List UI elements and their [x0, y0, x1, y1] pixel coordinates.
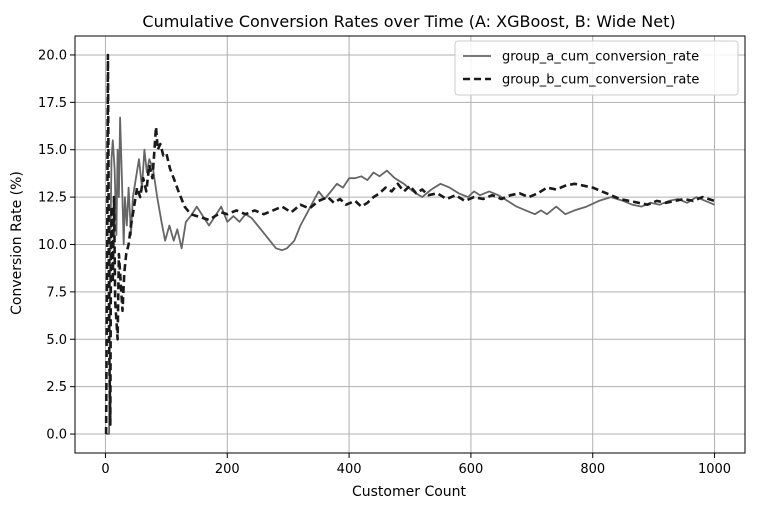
y-tick-label: 0.0 — [46, 428, 67, 443]
legend-box — [454, 40, 739, 96]
legend: group_a_cum_conversion_rate group_b_cum_… — [454, 40, 739, 96]
series-lines — [104, 53, 715, 435]
series-line-group-b — [104, 53, 715, 435]
y-axis-ticks: 0.0 2.5 5.0 7.5 10.0 12.5 15.0 17.5 20.0 — [38, 48, 75, 443]
legend-label-group-b: group_b_cum_conversion_rate — [502, 73, 699, 88]
x-tick-label: 800 — [580, 462, 605, 477]
y-tick-label: 15.0 — [38, 143, 67, 158]
x-tick-label: 0 — [101, 462, 109, 477]
y-axis-label: Conversion Rate (%) — [9, 171, 25, 315]
x-tick-label: 600 — [458, 462, 483, 477]
y-tick-label: 7.5 — [46, 285, 67, 300]
y-tick-label: 17.5 — [38, 96, 67, 111]
grid-lines — [75, 36, 745, 453]
series-line-group-a — [106, 116, 715, 435]
y-tick-label: 2.5 — [46, 380, 67, 395]
y-tick-label: 12.5 — [38, 191, 67, 206]
x-tick-label: 400 — [337, 462, 362, 477]
x-tick-label: 1000 — [698, 462, 731, 477]
x-tick-label: 200 — [215, 462, 240, 477]
y-tick-label: 20.0 — [38, 48, 67, 63]
chart-title: Cumulative Conversion Rates over Time (A… — [142, 12, 675, 31]
y-tick-label: 5.0 — [46, 333, 67, 348]
y-tick-label: 10.0 — [38, 238, 67, 253]
x-axis-label: Customer Count — [352, 484, 467, 500]
plot-area: 0 200 400 600 800 1000 0.0 2.5 5.0 7.5 10.0 12.5 15… — [38, 35, 746, 477]
legend-label-group-a: group_a_cum_conversion_rate — [502, 50, 699, 65]
x-axis-ticks: 0 200 400 600 800 1000 — [101, 453, 731, 477]
